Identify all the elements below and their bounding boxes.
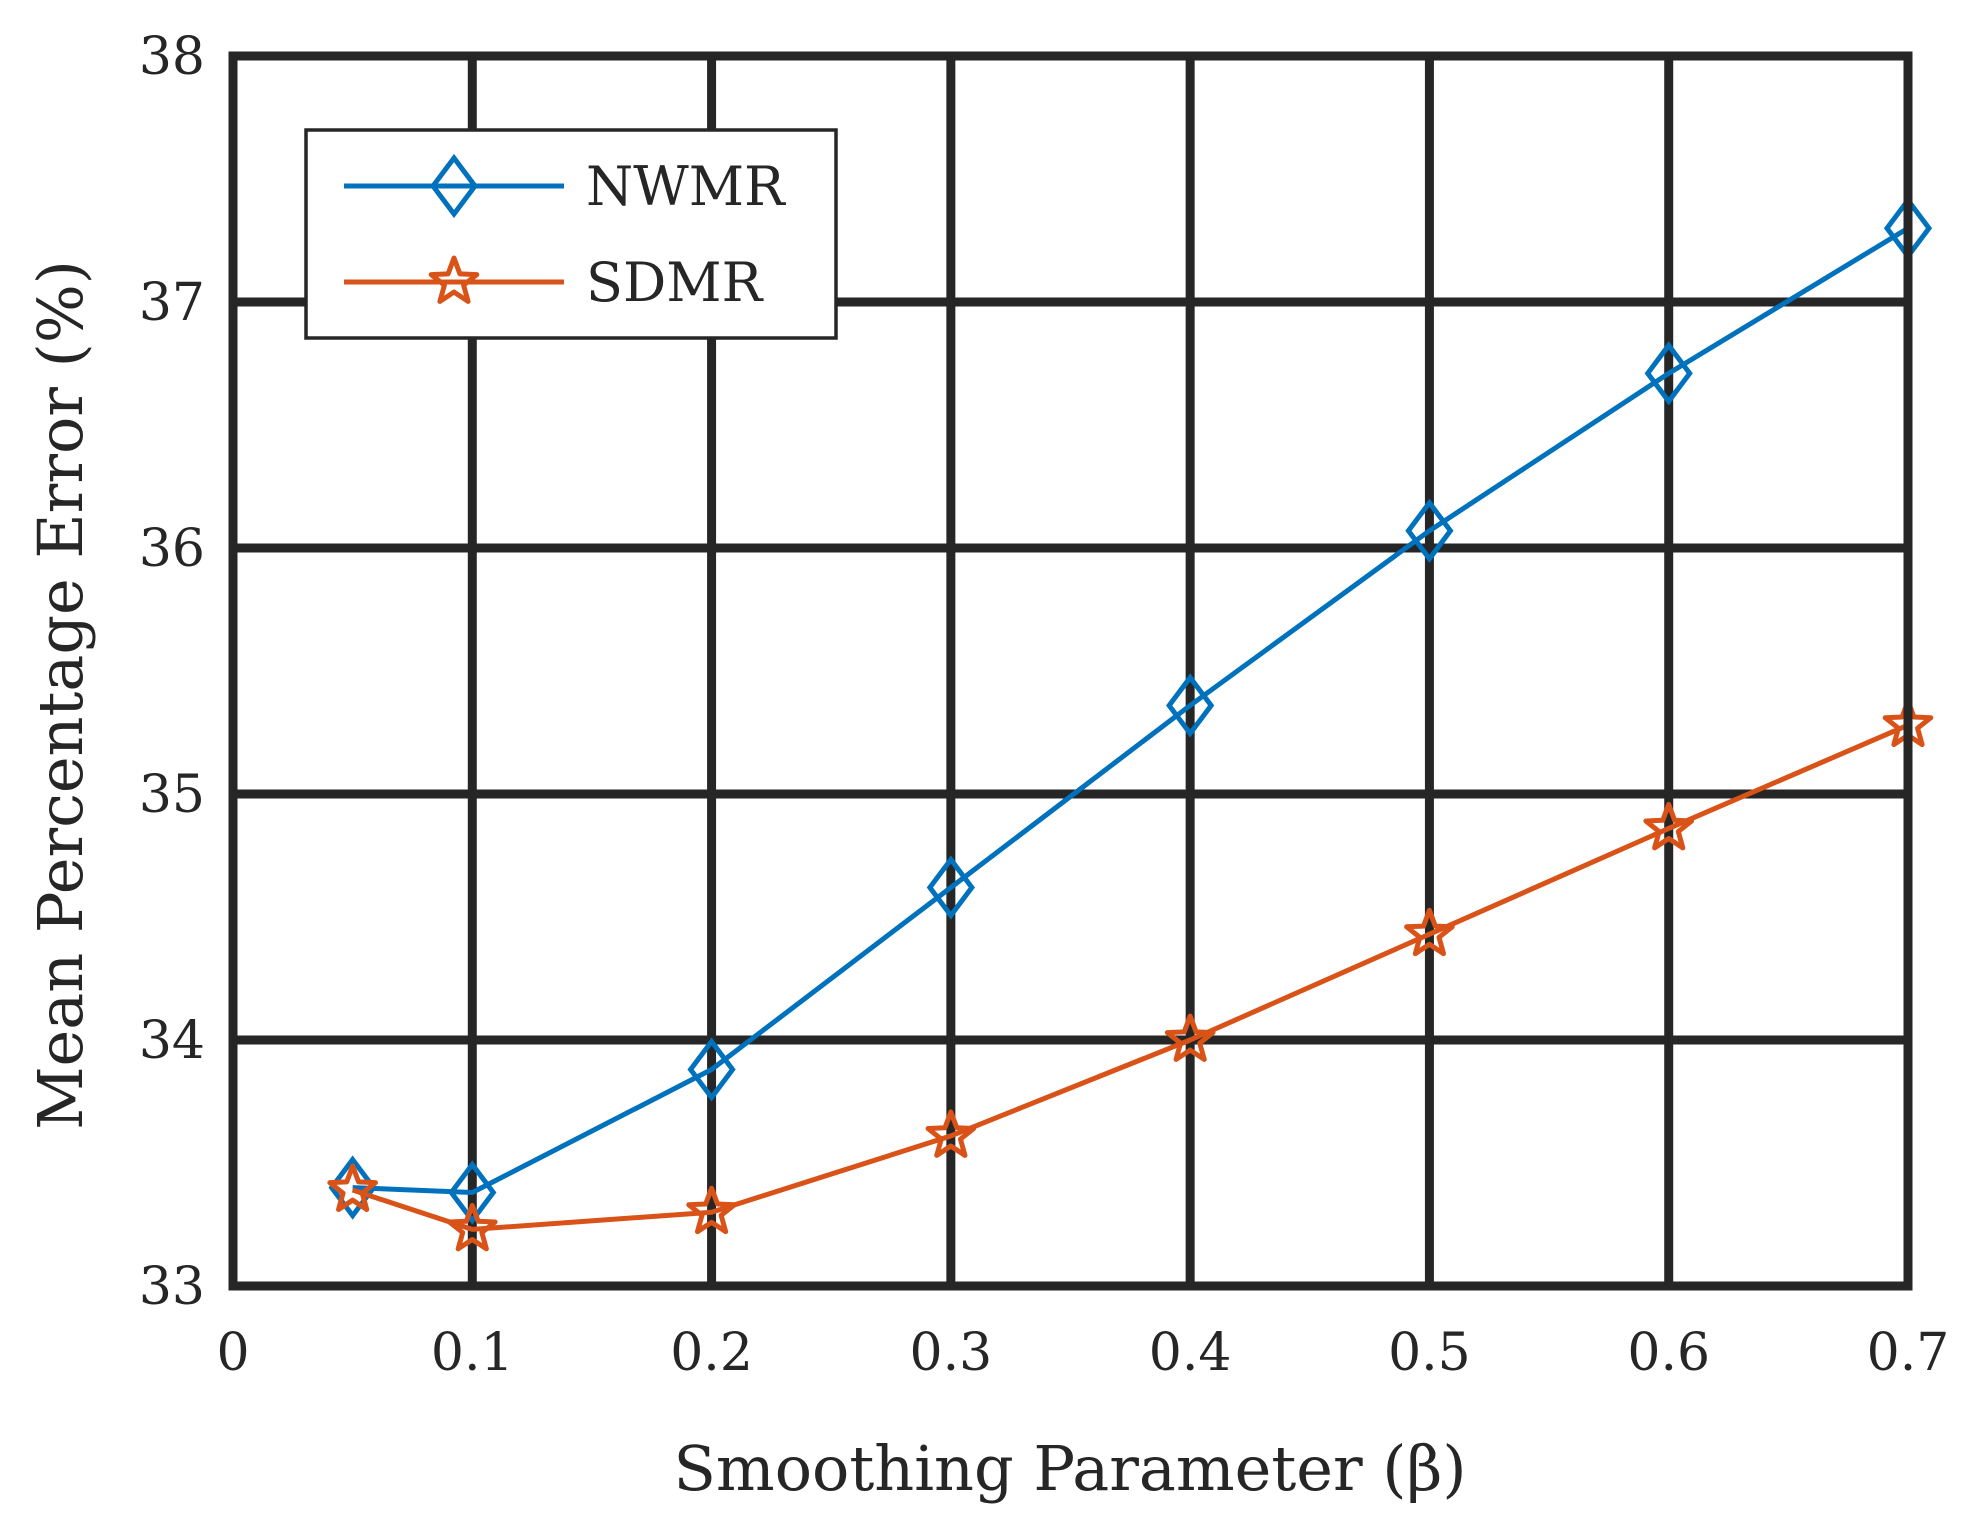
nwmr-point bbox=[328, 1155, 377, 1220]
nwmr-point bbox=[1405, 498, 1454, 563]
y-tick-label: 35 bbox=[139, 765, 205, 825]
sdmr-point bbox=[1164, 1013, 1216, 1062]
sdmr-point bbox=[446, 1202, 498, 1252]
axes: 0 0.1 0.2 0.3 0.4 0.5 0.6 0.7 33 34 35 36 37 38 bbox=[139, 27, 1950, 1383]
series-layer bbox=[327, 196, 1934, 1252]
series-sdmr bbox=[327, 698, 1934, 1252]
sdmr-point bbox=[686, 1185, 737, 1235]
series-nwmr bbox=[328, 196, 1933, 1225]
y-tick-label: 34 bbox=[139, 1011, 205, 1071]
nwmr-point bbox=[926, 855, 975, 920]
nwmr-point bbox=[448, 1160, 497, 1225]
nwmr-point bbox=[1644, 341, 1693, 406]
sdmr-point bbox=[1643, 801, 1695, 851]
x-tick-label: 0.4 bbox=[1149, 1323, 1232, 1383]
x-tick-label: 0.1 bbox=[431, 1323, 514, 1383]
legend-label-sdmr: SDMR bbox=[586, 251, 764, 314]
x-tick-label: 0.3 bbox=[910, 1323, 993, 1383]
x-tick-label: 0.6 bbox=[1627, 1323, 1710, 1383]
y-tick-label: 36 bbox=[139, 519, 205, 579]
x-axis-title: Smoothing Parameter (β) bbox=[673, 1432, 1466, 1505]
legend-marker-sdmr bbox=[428, 255, 480, 304]
sdmr-line bbox=[351, 722, 1909, 1232]
y-tick-label: 37 bbox=[139, 273, 205, 333]
legend-marker-nwmr bbox=[429, 153, 479, 219]
x-tick-label: 0.5 bbox=[1388, 1323, 1471, 1383]
sdmr-point bbox=[327, 1163, 378, 1212]
x-tick-label: 0.2 bbox=[670, 1323, 753, 1383]
y-tick-label: 33 bbox=[139, 1257, 205, 1317]
nwmr-line bbox=[352, 226, 1910, 1196]
sdmr-point bbox=[1404, 907, 1455, 957]
plot-frame bbox=[228, 51, 1913, 1291]
nwmr-point bbox=[687, 1037, 736, 1102]
x-tick-label: 0.7 bbox=[1867, 1323, 1950, 1383]
legend-label-nwmr: NWMR bbox=[586, 155, 786, 218]
y-axis-title: Mean Percentage Error (%) bbox=[24, 260, 97, 1130]
sdmr-point bbox=[925, 1109, 977, 1158]
y-tick-label: 38 bbox=[139, 27, 205, 87]
x-tick-label: 0 bbox=[216, 1323, 249, 1383]
legend-box bbox=[304, 128, 838, 340]
nwmr-point bbox=[1166, 673, 1215, 738]
legend: NWMR SDMR bbox=[304, 128, 838, 340]
